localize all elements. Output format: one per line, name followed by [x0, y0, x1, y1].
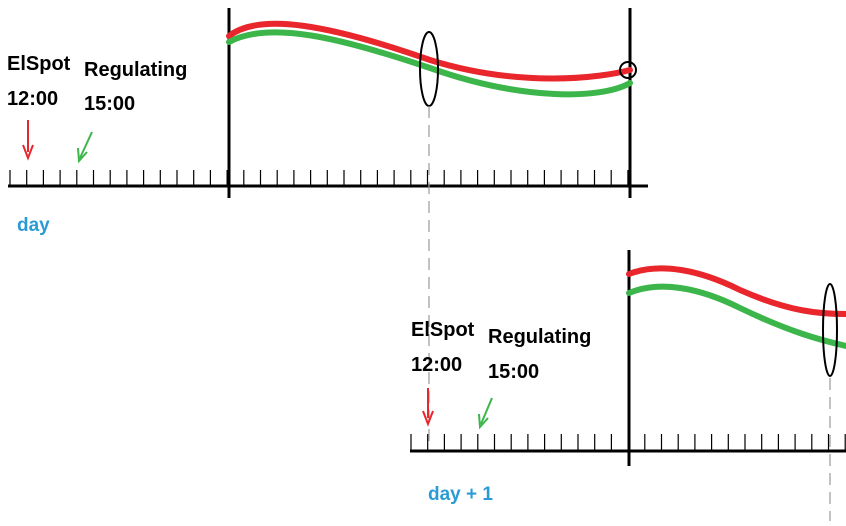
day-regulating-time: 15:00: [84, 93, 135, 115]
day-plus-one-label: day + 1: [428, 484, 493, 505]
day-regulating-name: Regulating: [84, 59, 187, 81]
day-plus-one-price-curve-green: [626, 283, 846, 349]
day-price-curve-red: [226, 20, 633, 82]
day-timeline: ElSpot 12:00 Regulating 15:00 day: [7, 8, 648, 446]
day-plus-one-highlight-ellipse: [822, 283, 838, 377]
day-axis-ticks: [9, 170, 629, 186]
day-plus-one-axis-ticks: [410, 434, 846, 451]
day-plus-one-price-curve-red: [626, 265, 846, 317]
day-plus-one-elspot-arrowhead: [422, 410, 434, 427]
day-price-curve-green: [226, 29, 633, 98]
day-end-circle: [619, 61, 637, 79]
day-plus-one-regulating-arrowhead: [478, 413, 489, 430]
day-elspot-arrowhead: [22, 144, 34, 161]
day-plus-one-regulating-arrow: [480, 397, 493, 425]
day-plus-one-timeline: ElSpot 12:00 Regulating 15:00 day + 1: [410, 250, 846, 521]
day-plus-one-elspot-time: 12:00: [411, 354, 462, 376]
day-label: day: [17, 215, 50, 236]
day-elspot-time: 12:00: [7, 88, 58, 110]
day-elspot-name: ElSpot: [7, 53, 71, 75]
day-plus-one-regulating-name: Regulating: [488, 326, 591, 348]
day-plus-one-regulating-time: 15:00: [488, 361, 539, 383]
day-plus-one-elspot-name: ElSpot: [411, 319, 475, 341]
day-regulating-arrow: [79, 131, 93, 159]
day-regulating-arrowhead: [77, 147, 88, 164]
